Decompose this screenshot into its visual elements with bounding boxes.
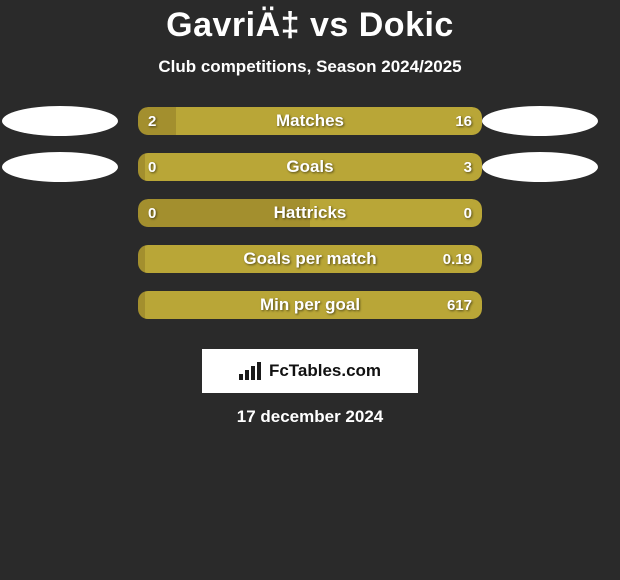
logo-text: FcTables.com [269, 361, 381, 381]
fctables-logo: FcTables.com [202, 349, 418, 393]
player1-badge [2, 106, 118, 136]
player2-badge [482, 106, 598, 136]
player2-value: 16 [455, 107, 472, 135]
stat-bar: Goals per match0.19 [138, 245, 482, 273]
stat-bar: Goals0 3 [138, 153, 482, 181]
player1-value: 0 [148, 153, 156, 181]
date-text: 17 december 2024 [0, 407, 620, 427]
comparison-chart: Matches216Goals03Hattricks00Goals per ma… [0, 105, 620, 321]
player2-badge [482, 152, 598, 182]
stat-row: Hattricks0 0 [0, 197, 620, 229]
stat-label: Hattricks [138, 199, 482, 227]
stat-bar: Hattricks0 0 [138, 199, 482, 227]
player2-value: 0.19 [443, 245, 472, 273]
player1-badge [2, 152, 118, 182]
stat-bar: Min per goal617 [138, 291, 482, 319]
stat-label: Min per goal [138, 291, 482, 319]
stat-row: Matches2 16 [0, 105, 620, 137]
stat-row: Min per goal617 [0, 289, 620, 321]
stat-label: Goals [138, 153, 482, 181]
player2-value: 3 [464, 153, 472, 181]
player1-value: 2 [148, 107, 156, 135]
stat-row: Goals0 3 [0, 151, 620, 183]
stat-row: Goals per match0.19 [0, 243, 620, 275]
page-title: GavriÄ‡ vs Dokic [0, 0, 620, 45]
logo-container: FcTables.com [0, 335, 620, 393]
stat-bar: Matches2 16 [138, 107, 482, 135]
stat-label: Goals per match [138, 245, 482, 273]
bars-chart-icon [239, 362, 263, 380]
player2-value: 0 [464, 199, 472, 227]
subtitle: Club competitions, Season 2024/2025 [0, 57, 620, 77]
stat-label: Matches [138, 107, 482, 135]
player2-value: 617 [447, 291, 472, 319]
player1-value: 0 [148, 199, 156, 227]
